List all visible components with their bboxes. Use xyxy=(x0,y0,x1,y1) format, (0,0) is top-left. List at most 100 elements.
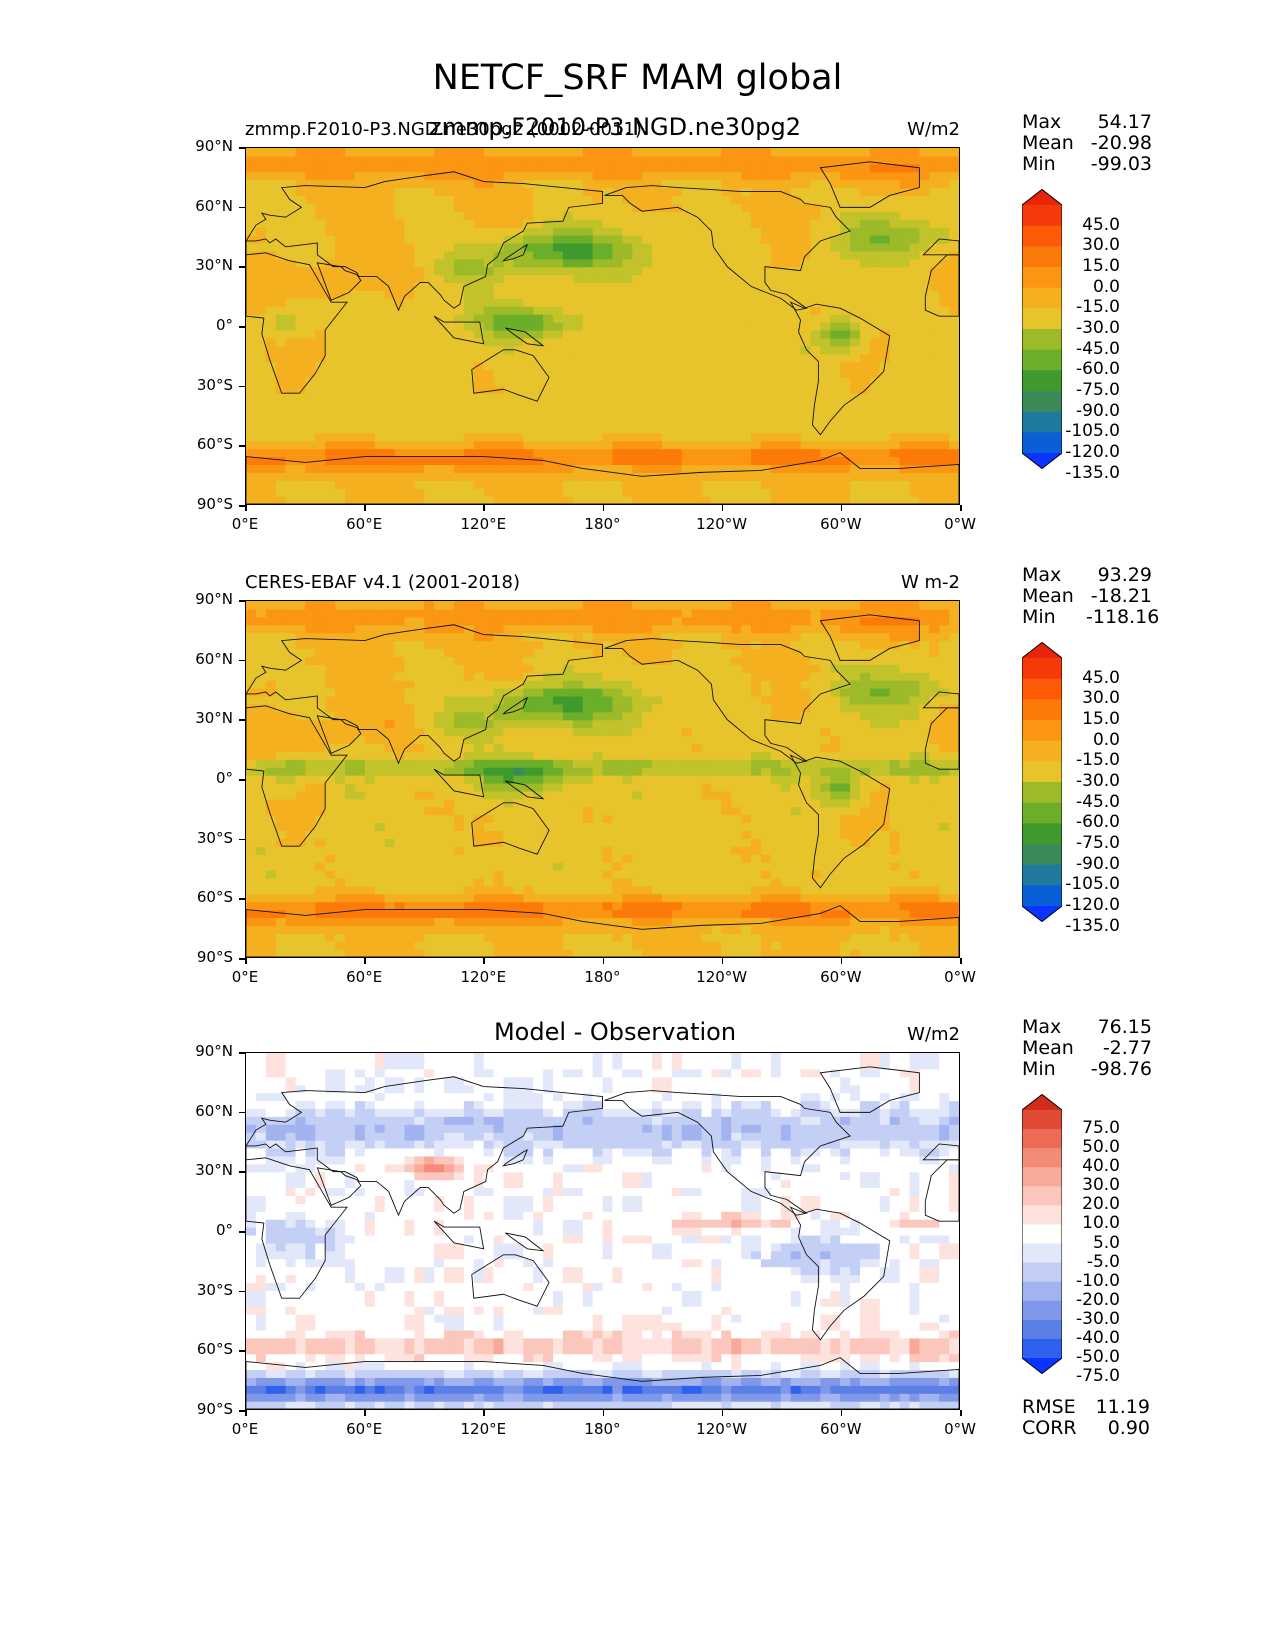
stat-mean: Mean -2.77 xyxy=(1022,1037,1152,1059)
coastline xyxy=(924,707,959,770)
coastline xyxy=(789,301,891,436)
colorbar-cap-bottom xyxy=(1022,453,1062,469)
lat-tick-label: 90°S xyxy=(196,948,233,966)
stat-label: Mean xyxy=(1022,585,1074,607)
colorbar-cell xyxy=(1022,411,1062,433)
stat-label: Mean xyxy=(1022,1037,1074,1059)
colorbar-cell xyxy=(1022,740,1062,762)
field-cells xyxy=(246,1053,959,1409)
colorbar-tick-label: -15.0 xyxy=(1076,297,1120,318)
colorbar-tick-label: -75.0 xyxy=(1076,380,1120,400)
coastlines xyxy=(246,161,959,504)
lon-tick-mark xyxy=(483,505,485,511)
stat-label: Min xyxy=(1022,153,1056,175)
colorbar-tick-label: -30.0 xyxy=(1076,318,1120,338)
colorbar-cell xyxy=(1022,823,1062,845)
colorbar-tick-label: -90.0 xyxy=(1076,853,1120,874)
stat-label: Min xyxy=(1022,1058,1056,1080)
lon-tick-mark xyxy=(840,958,843,964)
stat-label: Max xyxy=(1022,111,1062,133)
colorbar-cell xyxy=(1022,1224,1062,1245)
lat-tick-mark xyxy=(239,385,245,388)
stat-value: -118.16 xyxy=(1086,606,1160,628)
colorbar-tick-label: 0.0 xyxy=(1092,729,1120,750)
stat-label: Max xyxy=(1022,1016,1062,1038)
lon-tick-mark xyxy=(245,1410,247,1416)
lon-tick-mark xyxy=(602,1410,604,1416)
stat-value: -20.98 xyxy=(1090,132,1152,154)
coastline xyxy=(819,1066,920,1113)
colorbar-tick-label: -60.0 xyxy=(1076,359,1120,380)
lat-tick-label: 90°N xyxy=(195,590,233,608)
colorbar-tick-label: -60.0 xyxy=(1076,812,1120,833)
coastline xyxy=(471,349,550,402)
colorbar xyxy=(1022,1094,1062,1374)
colorbar-cell xyxy=(1022,370,1062,392)
lat-tick-label: 60°S xyxy=(196,435,233,454)
map-plot-area xyxy=(245,147,960,505)
lat-tick-mark xyxy=(239,505,245,507)
colorbar-cell xyxy=(1022,1281,1062,1302)
lat-tick-mark xyxy=(239,898,245,900)
lon-tick-label: 120°W xyxy=(696,515,748,533)
colorbar-cell xyxy=(1022,349,1062,371)
colorbar-tick-label: -105.0 xyxy=(1065,421,1120,442)
colorbar-outline xyxy=(1022,642,1062,922)
lon-tick-mark xyxy=(602,505,604,511)
colorbar xyxy=(1022,642,1062,922)
lat-tick-label: 60°N xyxy=(195,649,233,668)
colorbar-tick-label: -30.0 xyxy=(1076,771,1120,791)
colorbar-tick-label: 30.0 xyxy=(1082,688,1120,709)
stat-value: -18.21 xyxy=(1090,585,1152,607)
stat-mean: Mean -18.21 xyxy=(1022,585,1152,607)
coastline xyxy=(246,1157,348,1299)
stat-value: 54.17 xyxy=(1097,111,1152,133)
colorbar-cell xyxy=(1022,225,1062,247)
colorbar-cell xyxy=(1022,1148,1062,1168)
colorbar-cap-top xyxy=(1022,642,1062,658)
map-svg xyxy=(246,1053,959,1409)
colorbar-tick-label: -135.0 xyxy=(1065,462,1120,483)
lat-tick-mark xyxy=(239,1052,245,1054)
coastline xyxy=(505,780,545,800)
lat-tick-label: 90°S xyxy=(196,495,233,513)
lat-tick-label: 0° xyxy=(215,316,233,334)
colorbar-cell xyxy=(1022,1300,1062,1321)
lon-tick-mark xyxy=(364,1410,366,1416)
colorbar-tick-label: -45.0 xyxy=(1076,338,1120,359)
lon-tick-mark xyxy=(960,958,962,964)
coastlines xyxy=(246,614,959,957)
colorbar-tick-label: -40.0 xyxy=(1076,1327,1120,1348)
lat-tick-label: 30°N xyxy=(195,1161,233,1180)
footer-label: RMSE xyxy=(1022,1396,1076,1418)
lat-tick-mark xyxy=(239,1350,245,1352)
stat-value: 76.15 xyxy=(1097,1016,1152,1038)
coastline xyxy=(502,244,529,262)
coastline xyxy=(789,754,891,889)
colorbar-tick-label: 15.0 xyxy=(1082,709,1120,729)
lon-tick-mark xyxy=(721,958,724,964)
colorbar-cell xyxy=(1022,1243,1062,1264)
lat-tick-label: 30°N xyxy=(195,256,233,275)
lon-tick-label: 180° xyxy=(584,1420,621,1438)
lon-tick-mark xyxy=(721,505,724,511)
coastline xyxy=(819,614,920,661)
lon-tick-label: 0°E xyxy=(231,515,259,533)
colorbar-tick-label: -120.0 xyxy=(1065,442,1120,462)
coastline xyxy=(505,1232,545,1252)
footer-value: 0.90 xyxy=(1107,1417,1150,1439)
lat-tick-label: 60°N xyxy=(195,196,233,215)
colorbar-cell xyxy=(1022,432,1062,454)
footer-corr: CORR 0.90 xyxy=(1022,1417,1150,1439)
field-cells xyxy=(246,148,959,504)
coastline xyxy=(433,768,485,798)
colorbar-cell xyxy=(1022,720,1062,742)
panel-units: W/m2 xyxy=(907,1024,960,1045)
colorbar-tick-label: 30.0 xyxy=(1082,1175,1120,1196)
coastline xyxy=(246,1076,603,1217)
footer-label: CORR xyxy=(1022,1417,1077,1439)
colorbar-cell xyxy=(1022,246,1062,268)
colorbar-tick-label: -10.0 xyxy=(1076,1270,1120,1291)
colorbar-cap-top xyxy=(1022,1094,1062,1110)
panel-units: W m-2 xyxy=(900,572,960,593)
